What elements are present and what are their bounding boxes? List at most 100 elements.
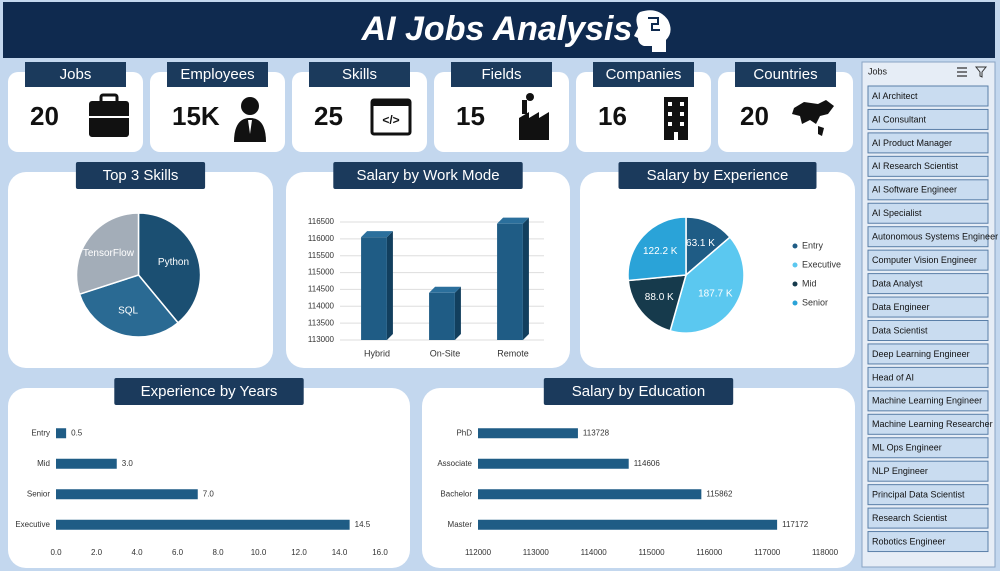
- y-tick-label: Master: [448, 520, 473, 529]
- bar: [478, 489, 702, 500]
- data-label: 117172: [782, 520, 809, 529]
- data-label: 14.5: [355, 520, 371, 529]
- slicer-item[interactable]: [867, 296, 989, 318]
- brain-icon: [634, 10, 671, 52]
- bar: [478, 519, 778, 530]
- bar-top: [429, 286, 461, 293]
- slicer-item-label[interactable]: Data Engineer: [872, 302, 930, 312]
- slicer-clear-filter-icon[interactable]: [974, 66, 988, 78]
- slicer-item-label[interactable]: AI Consultant: [872, 114, 927, 124]
- slicer-item[interactable]: [867, 320, 989, 341]
- slicer-item[interactable]: [867, 460, 989, 482]
- slicer-item[interactable]: [867, 390, 989, 412]
- bar: [56, 489, 198, 500]
- x-tick-label: 8.0: [212, 548, 224, 557]
- kpi-card: [292, 72, 427, 152]
- slicer-item-label[interactable]: AI Software Engineer: [872, 185, 957, 195]
- slicer-item[interactable]: [867, 437, 989, 459]
- kpi-label: Skills: [342, 66, 377, 83]
- x-tick-label: 0.0: [50, 548, 62, 557]
- slicer-item[interactable]: [867, 155, 989, 177]
- pie-slice: [669, 236, 745, 334]
- kpi-icons: </>: [89, 93, 834, 142]
- x-tick-label: 16.0: [372, 548, 388, 557]
- slicer-item-label[interactable]: AI Product Manager: [872, 138, 952, 148]
- kpi-tab: [25, 62, 126, 87]
- x-tick-label: 10.0: [251, 548, 267, 557]
- y-tick-label: Bachelor: [440, 489, 472, 498]
- chart-title-tab: [618, 162, 817, 189]
- kpi-label: Companies: [606, 66, 682, 83]
- y-tick-label: 115000: [308, 268, 335, 277]
- y-tick-label: PhD: [456, 428, 472, 437]
- slicer-item-label[interactable]: Computer Vision Engineer: [872, 255, 977, 265]
- chart-panel: [8, 388, 410, 568]
- slice-label: TensorFlow: [83, 248, 135, 259]
- kpi-label: Jobs: [60, 66, 92, 83]
- x-tick-label: 114000: [581, 548, 608, 557]
- bar: [497, 223, 523, 340]
- slicer-item[interactable]: [867, 132, 989, 154]
- legend-swatch: [792, 300, 798, 306]
- kpi-tab: [309, 62, 410, 87]
- x-tick-label: 118000: [812, 548, 839, 557]
- slicer-item[interactable]: [867, 507, 989, 529]
- x-tick-label: On-Site: [430, 348, 461, 358]
- slicer-item-label[interactable]: Deep Learning Engineer: [872, 349, 970, 359]
- slicer-item[interactable]: [867, 202, 989, 224]
- kpi-value: 20: [740, 101, 769, 131]
- slicer-item[interactable]: [867, 226, 989, 248]
- slicer-item[interactable]: [867, 531, 989, 553]
- slicer-item[interactable]: [867, 484, 989, 506]
- slicer-item-label[interactable]: Machine Learning Engineer: [872, 396, 982, 406]
- data-label: 122.2 K: [643, 246, 678, 257]
- slicer-item[interactable]: [867, 179, 989, 201]
- legend-label: Mid: [802, 278, 817, 288]
- y-tick-label: 114500: [308, 285, 335, 294]
- slicer-item-label[interactable]: Research Scientist: [872, 513, 948, 523]
- data-label: 115862: [706, 489, 733, 498]
- data-label: 114606: [634, 459, 661, 468]
- y-tick-label: Executive: [15, 520, 50, 529]
- slicer-item[interactable]: [867, 343, 989, 365]
- chart-title-tab: [75, 162, 206, 189]
- factory-icon: [519, 93, 549, 140]
- chart-panel: [422, 388, 855, 568]
- chart-title: Top 3 Skills: [103, 167, 179, 184]
- slicer-item-label[interactable]: Data Analyst: [872, 278, 923, 288]
- slicer-multi-select-icon[interactable]: [957, 67, 967, 77]
- slicer-item-label[interactable]: NLP Engineer: [872, 466, 928, 476]
- pie-slice: [137, 212, 202, 324]
- data-label: 63.1 K: [686, 238, 715, 249]
- bar: [56, 519, 350, 530]
- slicer-item-label[interactable]: Principal Data Scientist: [872, 490, 965, 500]
- chart-title: Salary by Experience: [647, 167, 789, 184]
- slicer-item-label[interactable]: Machine Learning Researcher: [872, 419, 993, 429]
- slicer-item-label[interactable]: AI Specialist: [872, 208, 922, 218]
- slicer-item[interactable]: [867, 366, 989, 388]
- slicer-item-label[interactable]: ML Ops Engineer: [872, 443, 942, 453]
- slicer-item-label[interactable]: AI Research Scientist: [872, 161, 959, 171]
- y-tick-label: Senior: [27, 489, 50, 498]
- x-tick-label: 116000: [696, 548, 723, 557]
- slicer-item[interactable]: [867, 108, 989, 130]
- slicer-item-label[interactable]: Head of AI: [872, 372, 914, 382]
- x-tick-label: Hybrid: [364, 348, 390, 358]
- slicer-item-label[interactable]: Autonomous Systems Engineer: [872, 232, 998, 242]
- slicer-item-label[interactable]: AI Architect: [872, 91, 918, 101]
- slicer-item[interactable]: [867, 85, 989, 107]
- pie-slice: [75, 212, 140, 296]
- slicer-item[interactable]: [867, 413, 989, 435]
- dashboard-title: AI Jobs Analysis: [361, 10, 633, 48]
- bar: [478, 428, 578, 439]
- slicer-item[interactable]: [867, 249, 989, 271]
- data-label: 187.7 K: [698, 288, 733, 299]
- slicer-item-label[interactable]: Data Scientist: [872, 325, 928, 335]
- slice-label: SQL: [118, 305, 138, 316]
- slicer-title: Jobs: [868, 66, 888, 76]
- chart-title: Experience by Years: [141, 383, 278, 400]
- map-icon: [792, 100, 834, 136]
- slicer-item-label[interactable]: Robotics Engineer: [872, 536, 946, 546]
- slicer-item[interactable]: [867, 273, 989, 295]
